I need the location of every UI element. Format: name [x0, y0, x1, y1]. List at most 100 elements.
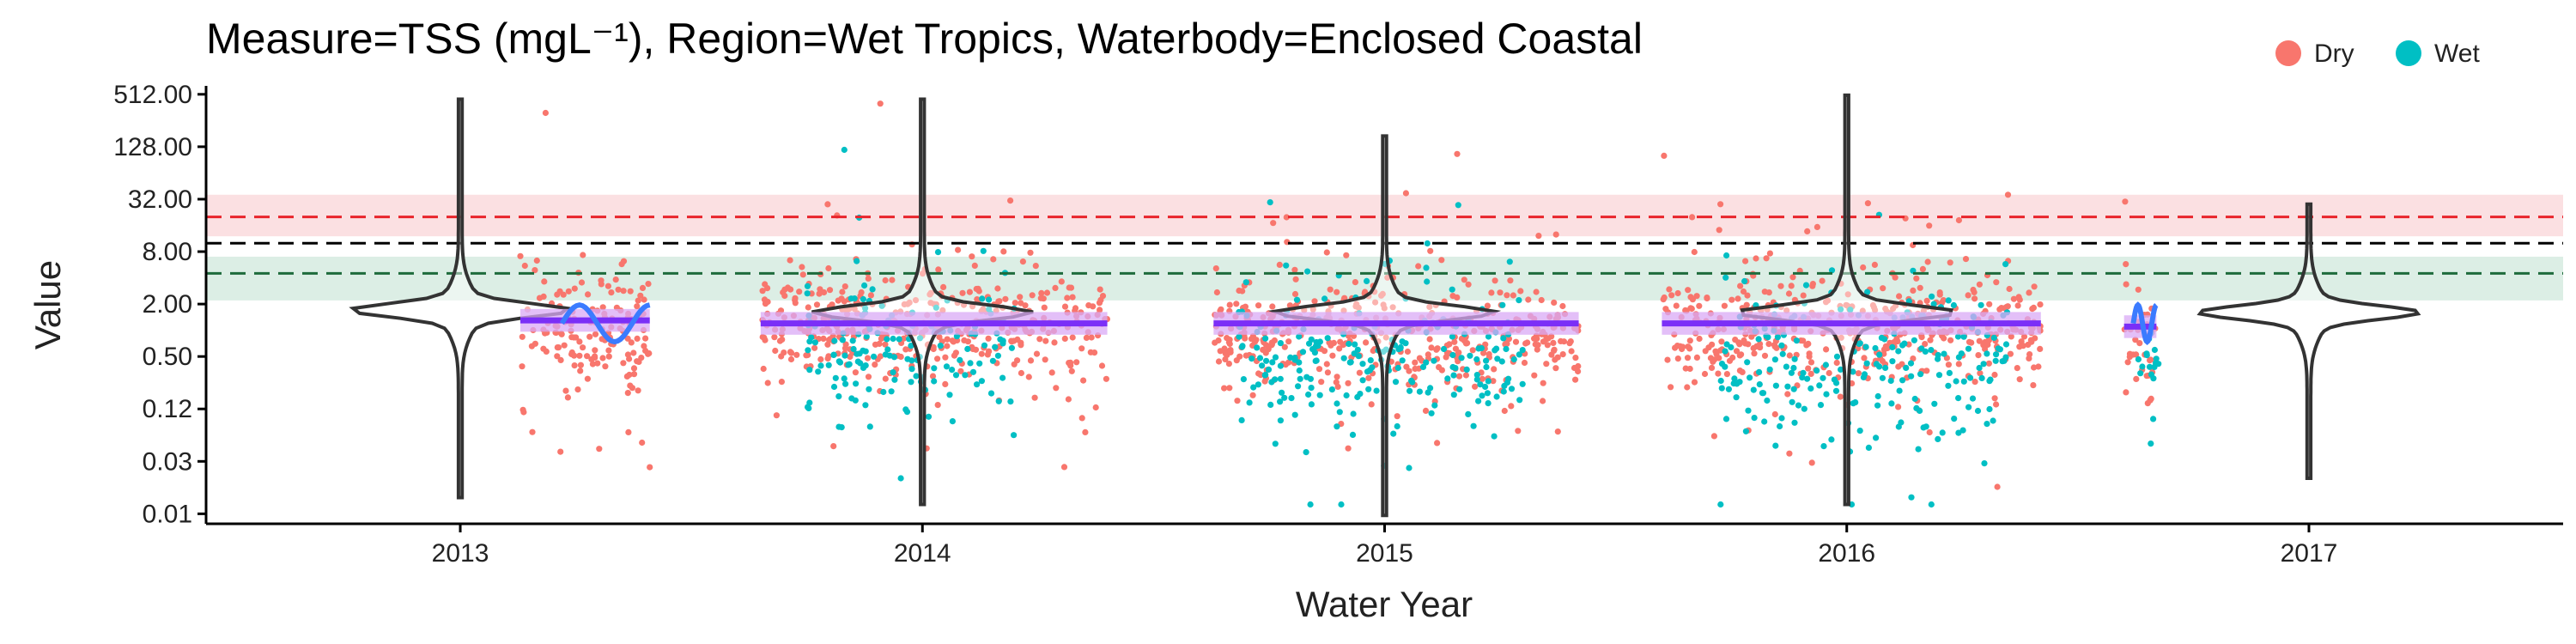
- data-point: [811, 339, 819, 346]
- data-point: [589, 361, 597, 368]
- data-point: [1765, 289, 1772, 296]
- data-point: [1890, 305, 1897, 313]
- data-point: [1686, 365, 1693, 373]
- data-point: [1984, 350, 1990, 357]
- data-point: [1426, 303, 1433, 310]
- data-point: [1960, 333, 1967, 340]
- data-point: [880, 388, 887, 396]
- data-point: [1036, 336, 1043, 343]
- data-point: [1575, 362, 1582, 370]
- data-point: [1976, 337, 1983, 344]
- data-point: [520, 409, 527, 416]
- data-point: [1903, 364, 1910, 371]
- data-point: [986, 296, 993, 303]
- data-point: [934, 355, 941, 362]
- data-point: [869, 286, 876, 293]
- data-point: [1293, 296, 1301, 303]
- y-tick-label: 2.00: [143, 290, 192, 319]
- data-point: [821, 289, 828, 296]
- data-point: [1516, 297, 1522, 304]
- data-point: [1368, 401, 1375, 408]
- smooth-line: [2130, 301, 2159, 346]
- data-point: [1969, 395, 1977, 402]
- legend: Dry Wet: [2275, 39, 2480, 68]
- data-point: [599, 355, 606, 361]
- data-point: [1743, 301, 1750, 308]
- data-point: [1215, 337, 1222, 344]
- data-point: [1000, 248, 1007, 255]
- data-point: [1524, 339, 1531, 346]
- data-point: [986, 306, 993, 313]
- data-point: [1285, 359, 1292, 366]
- data-point: [1741, 277, 1748, 285]
- x-tick-label: 2014: [894, 539, 951, 568]
- data-point: [1761, 352, 1769, 359]
- data-point: [608, 289, 615, 296]
- data-point: [578, 279, 586, 286]
- data-point: [1722, 274, 1729, 281]
- data-point: [1384, 274, 1391, 281]
- data-point: [882, 375, 889, 382]
- data-point: [1464, 340, 1471, 347]
- violin: [349, 97, 572, 500]
- data-point: [2027, 337, 2034, 343]
- data-point: [1661, 152, 1668, 159]
- data-point: [627, 382, 634, 389]
- violin: [811, 97, 1034, 507]
- data-point: [1809, 281, 1816, 288]
- data-point: [1820, 443, 1827, 450]
- data-point: [1462, 372, 1469, 379]
- data-point: [1819, 277, 1826, 284]
- data-point: [1061, 335, 1068, 342]
- data-point: [980, 247, 987, 254]
- data-point: [1928, 347, 1935, 354]
- data-point: [1078, 345, 1085, 352]
- data-point: [1554, 428, 1561, 435]
- data-point: [1531, 335, 1538, 342]
- data-point: [1321, 295, 1328, 302]
- data-point: [806, 399, 813, 406]
- data-point: [936, 333, 943, 341]
- data-point: [1029, 292, 1036, 299]
- data-point: [878, 302, 885, 309]
- data-point: [1423, 359, 1430, 366]
- data-point: [1516, 351, 1522, 358]
- data-point: [1918, 345, 1925, 352]
- data-point: [1236, 333, 1242, 340]
- data-point: [1930, 301, 1937, 307]
- data-point: [1702, 348, 1709, 355]
- data-point: [781, 292, 788, 300]
- data-point: [1723, 341, 1730, 348]
- data-point: [1467, 352, 1473, 359]
- data-point: [971, 262, 978, 269]
- data-point: [1512, 338, 1520, 345]
- data-point: [1367, 357, 1374, 364]
- data-point: [1380, 301, 1387, 308]
- data-point: [882, 341, 889, 348]
- data-point: [1908, 373, 1915, 380]
- data-point: [1373, 387, 1380, 394]
- data-point: [1806, 353, 1813, 360]
- data-point: [626, 355, 633, 362]
- data-point: [1478, 344, 1485, 352]
- data-point: [1874, 392, 1881, 400]
- data-point: [962, 372, 969, 379]
- data-point: [1446, 341, 1453, 348]
- data-point: [1434, 440, 1441, 447]
- data-point: [1974, 407, 1982, 415]
- data-point: [1236, 353, 1243, 360]
- data-point: [598, 281, 605, 288]
- data-point: [1534, 346, 1540, 353]
- data-point: [929, 373, 937, 380]
- data-point: [1552, 365, 1559, 372]
- data-point: [1018, 300, 1024, 307]
- data-point: [1744, 359, 1751, 366]
- data-point: [1772, 382, 1779, 389]
- data-point: [906, 299, 913, 306]
- data-point: [1684, 355, 1692, 361]
- data-point: [576, 338, 583, 345]
- data-point: [1246, 399, 1253, 406]
- data-point: [1327, 286, 1334, 293]
- data-point: [759, 288, 766, 295]
- data-point: [1291, 266, 1298, 273]
